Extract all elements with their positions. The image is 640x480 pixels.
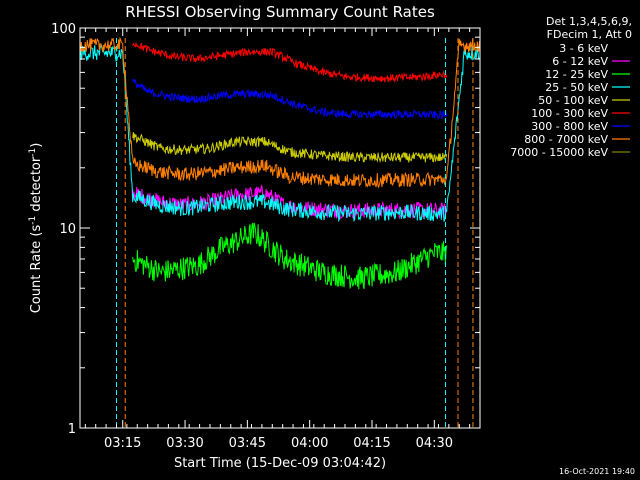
y-label-mid: detector [29, 156, 44, 216]
series-line-2 [132, 222, 448, 290]
x-tick-label: 04:30 [416, 436, 453, 451]
series-line-6 [132, 79, 448, 120]
legend-label: 300 - 800 keV [531, 120, 608, 133]
y-tick-label: 10 [59, 222, 76, 237]
y-label-suffix: ) [29, 143, 44, 148]
x-tick-label: 03:45 [229, 436, 266, 451]
chart-title: RHESSI Observing Summary Count Rates [125, 3, 435, 21]
series-line-3 [79, 43, 481, 223]
y-tick-label: 100 [51, 22, 76, 37]
legend-label: 3 - 6 keV [559, 42, 608, 55]
series-line-0 [132, 193, 448, 251]
y-axis-ticks: 1 10 100 [51, 22, 480, 437]
legend-header-line-2: FDecim 1, Att 0 [547, 28, 632, 41]
timestamp: 16-Oct-2021 19:40 [559, 467, 635, 476]
legend-label: 25 - 50 keV [545, 81, 608, 94]
y-label-sup: -1 [28, 216, 38, 225]
series-line-7 [79, 36, 481, 189]
x-axis-label: Start Time (15-Dec-09 03:04:42) [174, 456, 386, 471]
y-label-prefix: Count Rate (s [29, 225, 44, 314]
y-label-sup2: -1 [28, 148, 38, 157]
legend-label: 6 - 12 keV [552, 55, 608, 68]
x-axis-ticks: 03:15 03:30 03:45 04:00 04:15 04:30 [84, 28, 471, 451]
x-tick-label: 04:15 [353, 436, 390, 451]
legend-label: 100 - 300 keV [531, 107, 608, 120]
legend-header-line-1: Det 1,3,4,5,6,9, [546, 15, 632, 28]
plot-area [79, 36, 481, 428]
series-line-5 [132, 42, 448, 84]
x-tick-label: 04:00 [291, 436, 328, 451]
y-tick-label: 1 [68, 422, 76, 437]
series-line-4 [132, 132, 448, 164]
legend: Det 1,3,4,5,6,9, FDecim 1, Att 0 3 - 6 k… [510, 15, 632, 159]
legend-label: 7000 - 15000 keV [510, 146, 608, 159]
x-tick-label: 03:15 [104, 436, 141, 451]
y-axis-label: Count Rate (s-1 detector-1) [28, 143, 44, 314]
legend-label: 800 - 7000 keV [524, 133, 608, 146]
legend-label: 12 - 25 keV [545, 68, 608, 81]
legend-label: 50 - 100 keV [538, 94, 608, 107]
x-tick-label: 03:30 [166, 436, 203, 451]
